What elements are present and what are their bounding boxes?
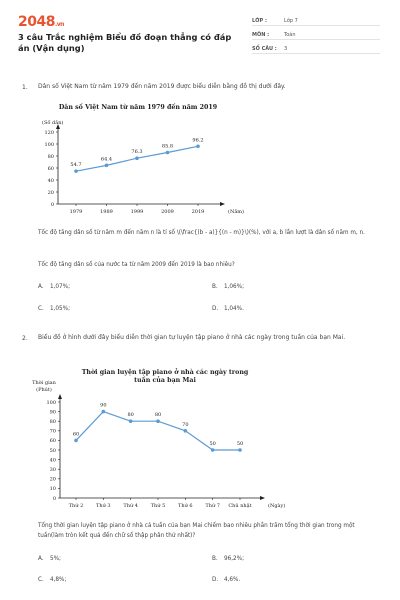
y-axis-arrow xyxy=(56,124,60,129)
question-number: 2. xyxy=(22,335,28,342)
data-label: 64.4 xyxy=(101,156,112,162)
y-tick-label: 0 xyxy=(51,202,54,208)
data-label: 54.7 xyxy=(70,162,81,168)
data-point xyxy=(135,156,139,161)
data-label: 60 xyxy=(73,431,79,437)
page-title: 3 câu Trắc nghiệm Biểu đồ đoạn thẳng có … xyxy=(18,32,232,53)
meta-row-class: LỚP : Lớp 7 xyxy=(252,16,380,26)
x-tick-label: 1989 xyxy=(100,209,113,215)
data-label: 90 xyxy=(100,403,106,409)
data-point xyxy=(128,419,133,423)
chart-title: Thời gian luyện tập piano ở nhà các ngày… xyxy=(82,369,249,376)
y-tick-label: 20 xyxy=(50,477,56,483)
y-tick-label: 60 xyxy=(48,166,54,172)
y-axis-label: (Số dân) xyxy=(42,119,63,126)
data-label: 80 xyxy=(155,412,161,418)
data-label: 70 xyxy=(182,422,188,428)
y-tick-label: 20 xyxy=(48,190,54,196)
option-a[interactable]: A. 5%; xyxy=(38,556,61,562)
question-prompt: Tốc độ tăng dân số của nước ta từ năm 20… xyxy=(38,262,235,268)
y-tick-label: 30 xyxy=(50,467,56,473)
data-label: 96.2 xyxy=(192,137,203,143)
question-text: Dân số Việt Nam từ năm 1979 đến năm 2019… xyxy=(38,83,286,90)
y-tick-label: 50 xyxy=(50,448,56,454)
question-text: Biểu đồ ở hình dưới đây biểu diễn thời g… xyxy=(38,334,346,341)
y-tick-label: 100 xyxy=(46,400,56,406)
piano-practice-line-chart: Thời gian luyện tập piano ở nhà các ngày… xyxy=(32,369,285,509)
y-tick-label: 80 xyxy=(48,154,54,160)
x-axis-label: (Ngày) xyxy=(268,502,285,509)
x-tick-label: Chủ nhật xyxy=(228,502,251,509)
x-tick-label: 1999 xyxy=(131,209,144,215)
data-label: 50 xyxy=(209,441,215,447)
site-logo[interactable]: 2048.vn xyxy=(18,14,64,30)
question-number: 1. xyxy=(22,84,28,91)
data-point xyxy=(238,448,242,452)
y-tick-label: 60 xyxy=(50,438,56,444)
option-b[interactable]: B. 96,2%; xyxy=(212,556,244,562)
x-tick-label: Thứ 7 xyxy=(205,502,220,509)
data-point xyxy=(165,150,170,155)
option-b[interactable]: B. 1,06%; xyxy=(212,284,244,290)
x-tick-label: Thứ 2 xyxy=(69,502,84,509)
option-c[interactable]: C. 4,8%; xyxy=(38,577,67,583)
x-tick-label: Thứ 4 xyxy=(123,502,138,509)
page-header: 2048.vn 3 câu Trắc nghiệm Biểu đồ đoạn t… xyxy=(0,0,400,70)
y-axis-label: Thời gian xyxy=(32,379,57,386)
option-d[interactable]: D. 4,6%. xyxy=(212,577,241,583)
y-tick-label: 90 xyxy=(50,409,56,415)
x-tick-label: 1979 xyxy=(70,209,83,215)
data-point xyxy=(183,429,188,433)
data-label: 50 xyxy=(237,441,243,447)
formula-text: Tốc độ tăng dân số từ năm m đến năm n là… xyxy=(38,230,365,236)
y-tick-label: 80 xyxy=(50,419,56,425)
data-point xyxy=(210,448,215,452)
y-tick-label: 40 xyxy=(50,457,56,463)
option-d[interactable]: D. 1,04%. xyxy=(212,306,244,312)
y-tick-label: 10 xyxy=(50,486,56,492)
x-axis-label: (Năm) xyxy=(228,208,244,215)
x-tick-label: 2019 xyxy=(192,209,205,215)
x-tick-label: 2009 xyxy=(161,209,174,215)
data-label: 76.3 xyxy=(131,149,142,155)
data-point xyxy=(104,163,109,168)
x-tick-label: Thứ 6 xyxy=(178,502,193,509)
x-tick-label: Thứ 3 xyxy=(96,502,111,509)
population-line-chart: Dân số Việt Nam từ năm 1979 đến năm 2019… xyxy=(42,104,244,215)
data-point xyxy=(156,419,160,423)
y-tick-label: 40 xyxy=(48,178,54,184)
y-tick-label: 0 xyxy=(53,496,56,502)
y-axis-label-unit: (Phút) xyxy=(36,386,52,393)
chart-title: tuần của bạn Mai xyxy=(134,376,196,384)
data-point xyxy=(196,144,200,149)
y-tick-label: 70 xyxy=(50,429,56,435)
meta-row-count: SỐ CÂU : 3 xyxy=(252,44,380,54)
data-label: 80 xyxy=(127,412,133,418)
option-c[interactable]: C. 1,05%; xyxy=(38,306,70,312)
meta-row-subject: MÔN : Toán xyxy=(252,30,380,40)
x-axis-arrow xyxy=(220,202,225,206)
question-prompt: Tổng thời gian luyện tập piano ở nhà cả … xyxy=(38,523,355,539)
x-tick-label: Thứ 5 xyxy=(151,502,166,509)
data-point xyxy=(74,438,78,443)
data-point xyxy=(101,409,106,414)
chart-title: Dân số Việt Nam từ năm 1979 đến năm 2019 xyxy=(59,104,217,111)
data-label: 85.8 xyxy=(162,144,173,150)
data-point xyxy=(74,169,78,173)
y-tick-label: 100 xyxy=(44,142,54,148)
x-axis-arrow xyxy=(260,496,265,500)
y-tick-label: 120 xyxy=(44,130,54,136)
y-axis-arrow xyxy=(58,394,62,399)
option-a[interactable]: A. 1,07%; xyxy=(38,284,70,290)
